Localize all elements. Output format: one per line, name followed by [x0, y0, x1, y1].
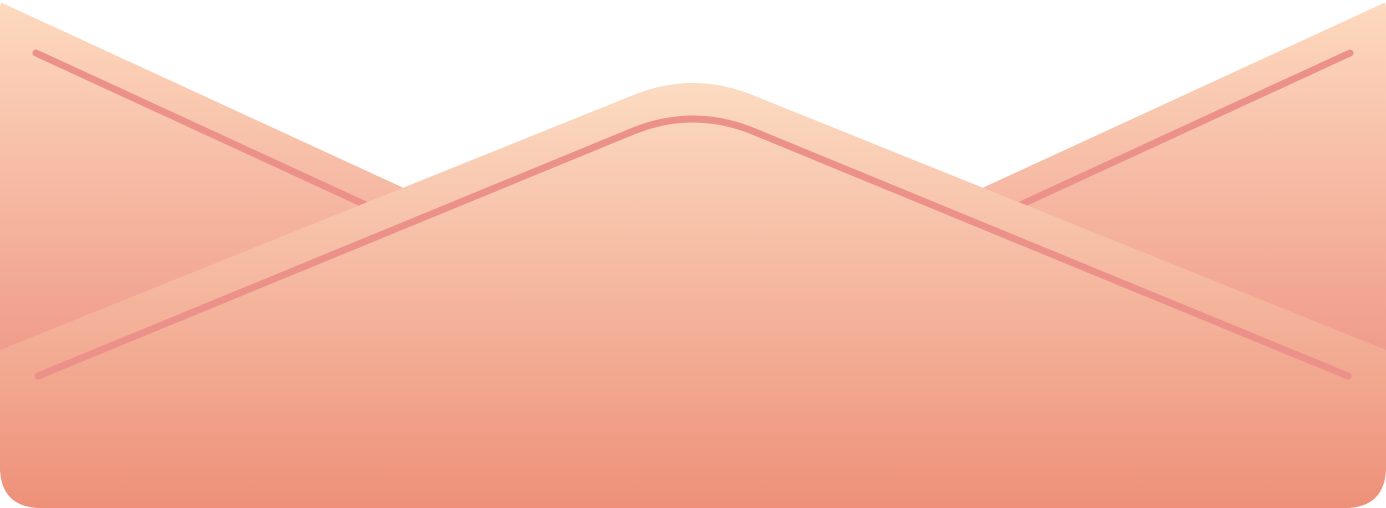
envelope-center-flap: [0, 83, 1386, 508]
center-flap-fold-line: [34, 115, 1352, 380]
